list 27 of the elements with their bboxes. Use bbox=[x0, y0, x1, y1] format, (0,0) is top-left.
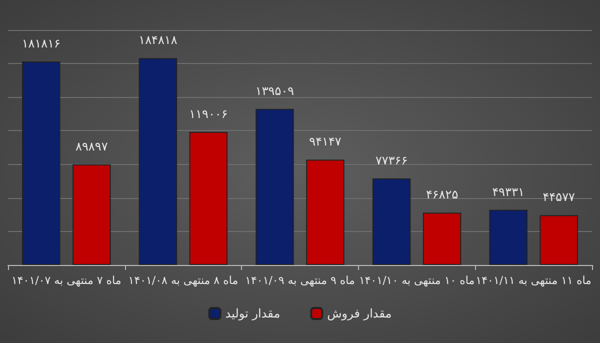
legend-label: مقدار فروش bbox=[327, 306, 392, 320]
bar bbox=[138, 58, 178, 265]
bar bbox=[422, 212, 462, 265]
data-label: ۸۹۸۹۷ bbox=[76, 139, 108, 154]
bar bbox=[372, 178, 411, 265]
x-tick-label: ماه ۸ منتهی به ۱۴۰۱/۰۸ bbox=[128, 274, 238, 287]
x-tick-label: ماه ۷ منتهی به ۱۴۰۱/۰۷ bbox=[11, 274, 122, 287]
data-label: ۱۸۱۸۱۶ bbox=[22, 36, 60, 51]
data-label: ۷۷۳۶۶ bbox=[375, 153, 408, 168]
bar bbox=[189, 132, 228, 265]
bar bbox=[22, 62, 60, 265]
bar bbox=[256, 108, 294, 265]
data-label: ۴۹۳۳۱ bbox=[492, 184, 524, 199]
x-tick-label: ماه ۱۰ منتهی به ۱۴۰۱/۱۰ bbox=[358, 274, 475, 287]
bar bbox=[72, 164, 111, 265]
x-tick-label: ماه ۹ منتهی به ۱۴۰۱/۰۹ bbox=[245, 274, 355, 287]
data-label: ۱۸۴۸۱۸ bbox=[138, 33, 178, 48]
data-label: ۹۴۱۴۷ bbox=[309, 134, 342, 149]
bar bbox=[540, 215, 578, 265]
x-tick-label: ماه ۱۱ منتهی به ۱۴۰۱/۱۱ bbox=[476, 274, 592, 287]
bar bbox=[306, 160, 344, 265]
data-label: ۴۴۵۷۷ bbox=[542, 190, 576, 204]
data-label: ۱۱۹۰۰۶ bbox=[189, 106, 228, 121]
data-label: ۴۶۸۲۵ bbox=[426, 188, 458, 202]
data-label: ۱۳۹۵۰۹ bbox=[255, 84, 294, 98]
legend-label: مقدار تولید bbox=[225, 306, 280, 320]
bar bbox=[489, 210, 528, 265]
